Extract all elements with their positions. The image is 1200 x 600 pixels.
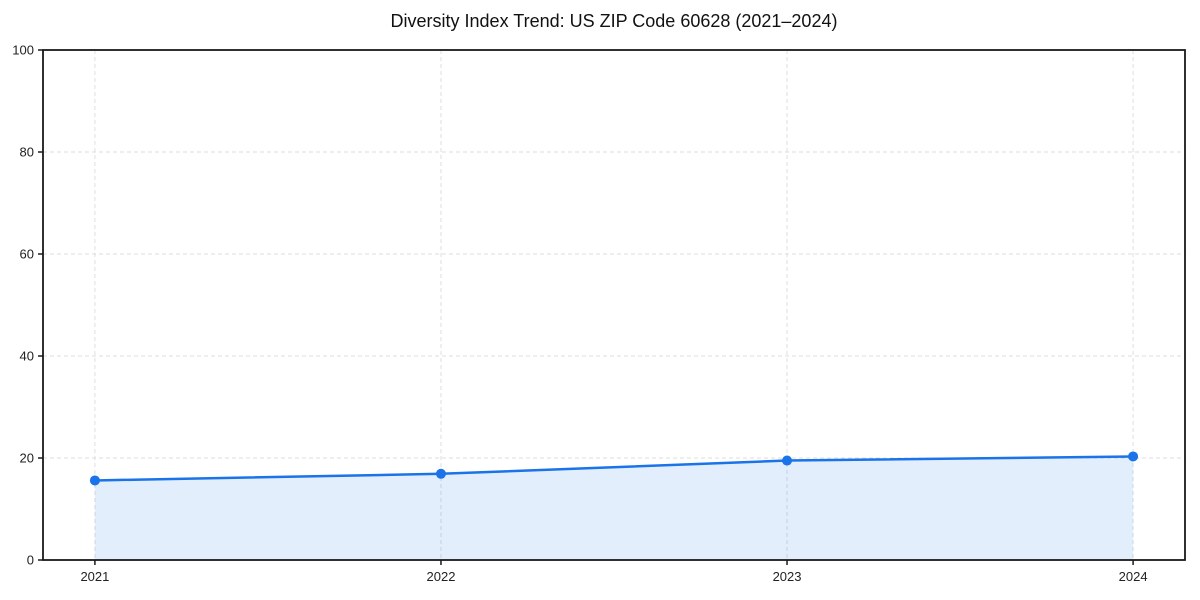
data-point-marker bbox=[89, 475, 100, 486]
x-tick-label: 2022 bbox=[427, 569, 456, 584]
area-fill bbox=[94, 456, 1134, 560]
y-tick-label: 20 bbox=[20, 451, 34, 466]
y-tick-label: 80 bbox=[20, 145, 34, 160]
x-tick-label: 2021 bbox=[80, 569, 109, 584]
y-tick-label: 0 bbox=[27, 553, 34, 568]
y-tick-label: 60 bbox=[20, 247, 34, 262]
y-tick-label: 40 bbox=[20, 349, 34, 364]
data-point-marker bbox=[435, 468, 446, 479]
data-point-marker bbox=[1128, 451, 1139, 462]
y-tick-label: 100 bbox=[12, 43, 34, 58]
x-tick-label: 2024 bbox=[1119, 569, 1148, 584]
plot-border bbox=[42, 49, 1186, 561]
trend-line bbox=[93, 455, 1135, 482]
chart-title: Diversity Index Trend: US ZIP Code 60628… bbox=[390, 11, 838, 31]
x-tick-label: 2023 bbox=[773, 569, 802, 584]
data-point-marker bbox=[782, 455, 793, 466]
